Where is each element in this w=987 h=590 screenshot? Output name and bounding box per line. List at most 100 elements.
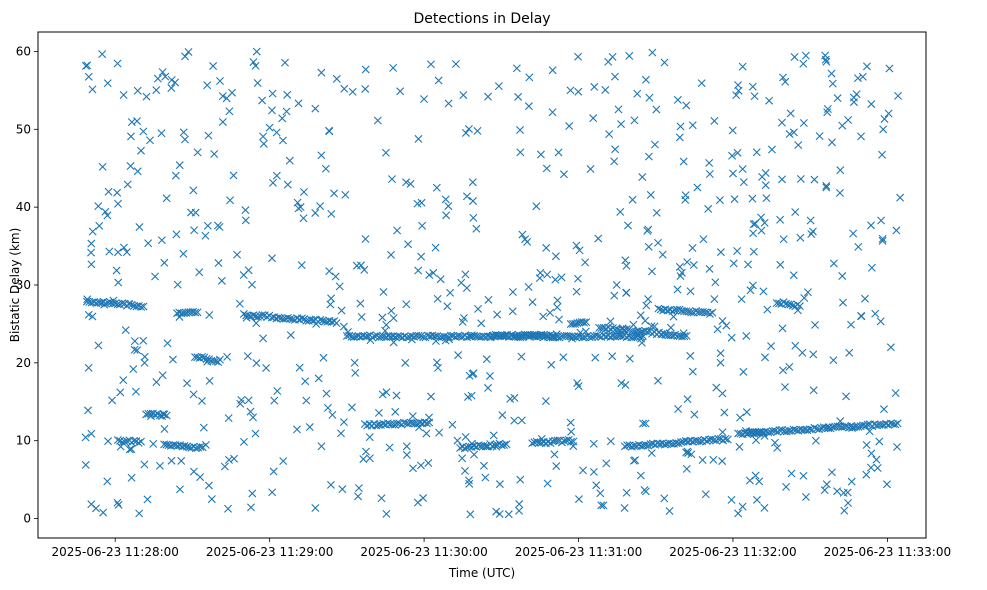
data-point [836,166,845,175]
y-tick-label: 30 [16,278,31,292]
data-point [760,431,769,440]
data-point [534,331,543,340]
data-point [436,275,445,284]
data-point [645,93,654,102]
data-point [650,140,659,149]
y-tick-label: 20 [16,356,31,370]
data-point [567,427,576,436]
data-point [104,437,113,446]
data-point [136,437,145,446]
data-point [779,366,788,375]
data-point [608,352,617,361]
data-point [631,456,640,465]
data-point [879,125,888,134]
data-point [272,128,281,137]
data-point [242,313,251,322]
data-point [408,412,417,421]
data-point [441,195,450,204]
data-point [205,311,214,319]
data-point [636,471,645,480]
data-point [688,367,697,376]
data-point [601,85,610,94]
data-point [698,456,707,464]
data-point [675,133,684,142]
data-point [610,291,619,300]
data-point [800,293,809,302]
data-point [406,179,415,188]
data-point [777,118,786,127]
data-point [114,199,122,208]
data-point [515,500,524,509]
data-point [824,423,833,432]
data-point [317,68,326,77]
data-point [617,120,626,129]
data-point [568,334,577,343]
data-point [259,139,268,148]
data-point [761,169,770,178]
data-point [137,302,146,311]
data-point [575,246,584,255]
data-point [854,242,863,251]
data-point [84,72,93,81]
data-point [143,495,152,504]
data-point [114,500,123,509]
data-point [321,164,330,173]
data-point [311,104,320,113]
data-point [654,238,663,247]
data-point [752,495,761,504]
data-point [146,409,155,418]
data-point [435,428,444,437]
data-point [876,317,885,326]
data-point [606,437,615,446]
data-point [677,438,685,447]
data-point [836,417,845,426]
data-point [159,410,168,419]
data-point [448,420,457,429]
data-point [510,393,519,402]
data-point [378,390,387,399]
data-point [172,230,181,239]
data-point [343,328,352,336]
data-point [739,178,748,187]
data-point [485,371,494,380]
data-point [357,313,366,321]
data-point [718,457,727,466]
data-point [872,455,881,464]
data-point [243,352,252,361]
data-point [786,109,795,118]
data-point [827,468,836,477]
data-point [748,82,757,91]
data-point [100,300,109,309]
data-point [285,156,294,165]
data-point [157,236,166,245]
data-point [83,61,92,70]
data-point [216,77,225,86]
data-point [196,442,205,451]
data-point [425,413,433,422]
data-point [387,250,396,259]
data-point [302,396,311,405]
data-point [718,316,727,325]
data-point [737,295,746,304]
data-point [589,114,598,123]
data-point [608,52,617,61]
data-point [566,86,575,95]
data-point [83,295,92,304]
data-point [572,241,581,250]
data-point [701,490,710,499]
data-point [495,480,504,489]
data-point [845,348,854,357]
data-point [422,429,431,438]
data-point [867,221,876,230]
data-point [500,331,509,340]
data-point [778,175,787,184]
data-point [220,462,229,471]
data-point [269,467,278,476]
data-point [862,62,871,71]
data-point [791,208,800,217]
data-point [365,433,374,442]
data-point [658,250,667,259]
data-point [541,397,550,406]
y-axis-ticks: 0 10 20 30 40 50 60 [16,44,38,526]
data-point [799,471,808,480]
